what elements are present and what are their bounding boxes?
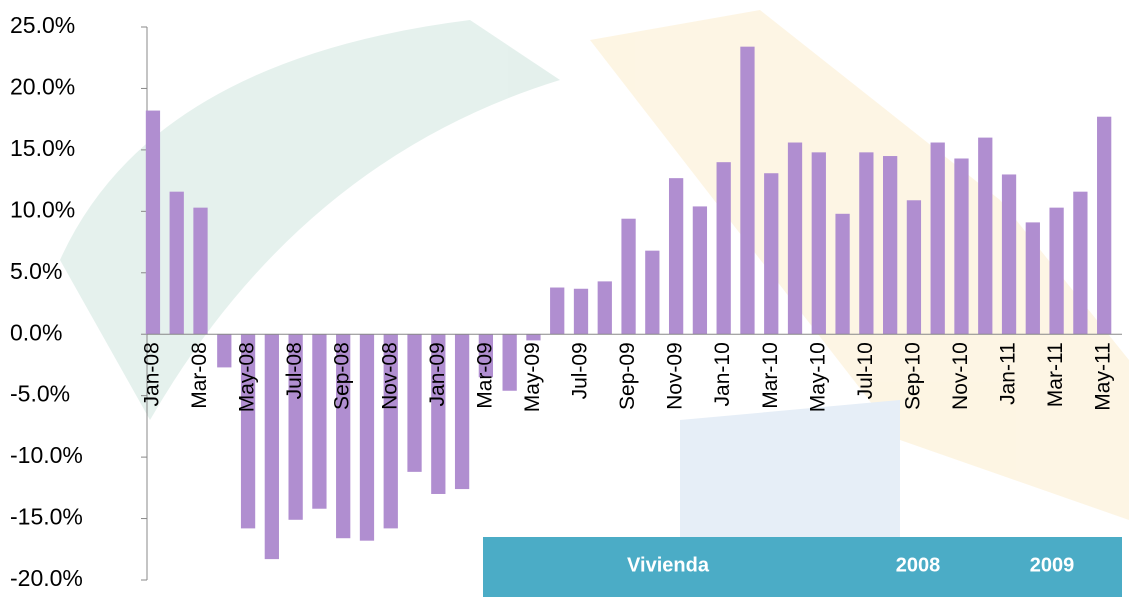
x-tick-label: May-11 <box>1092 342 1115 410</box>
x-tick-label: Jan-11 <box>997 342 1020 405</box>
x-tick-label: May-09 <box>521 342 544 412</box>
x-tick-label: May-10 <box>806 342 829 412</box>
bar <box>692 206 708 335</box>
x-tick-label: Jul-10 <box>854 342 877 399</box>
y-tick-label: 5.0% <box>10 258 62 284</box>
bar <box>764 173 779 335</box>
y-tick-label: -10.0% <box>10 442 83 468</box>
watermark <box>60 10 1129 597</box>
bar <box>930 142 945 335</box>
y-tick-label: 15.0% <box>10 135 75 161</box>
y-tick-label: 20.0% <box>10 74 75 100</box>
bar <box>859 152 874 335</box>
bar <box>1097 116 1112 335</box>
x-tick-label: Mar-08 <box>188 342 211 409</box>
x-tick-label: Sep-10 <box>901 342 924 410</box>
table-header <box>483 537 1122 597</box>
x-tick-label: Nov-08 <box>378 342 401 410</box>
x-tick-label: Jul-09 <box>569 342 592 399</box>
x-tick-label: Mar-11 <box>1044 342 1067 407</box>
bar <box>145 110 161 335</box>
y-tick-label: -15.0% <box>10 504 83 530</box>
table-header-cell: 2008 <box>896 554 941 576</box>
bar <box>526 334 541 341</box>
bar <box>550 287 565 335</box>
bar <box>1073 191 1088 335</box>
bar <box>597 281 612 335</box>
x-tick-label: Jan-09 <box>426 342 449 406</box>
bar <box>407 334 422 472</box>
x-tick-label: Nov-10 <box>949 342 972 410</box>
y-tick-label: 0.0% <box>10 319 62 345</box>
bar <box>1049 207 1064 335</box>
bar <box>312 334 327 509</box>
bar <box>1001 174 1017 335</box>
bar <box>336 334 351 539</box>
x-tick-label: Jan-08 <box>140 342 163 406</box>
bar <box>217 334 232 368</box>
x-tick-label: Mar-10 <box>759 342 782 409</box>
bar <box>811 152 826 335</box>
bar <box>787 142 803 335</box>
x-tick-label: Jul-08 <box>283 342 306 399</box>
bar <box>359 334 375 541</box>
table-header-cell: Vivienda <box>627 554 710 576</box>
table-header-cell: 2009 <box>1030 554 1075 576</box>
bar <box>478 334 494 378</box>
x-tick-label: Sep-09 <box>616 342 639 410</box>
bar <box>883 156 898 335</box>
y-tick-label: 10.0% <box>10 196 75 222</box>
x-tick-label: Jan-10 <box>711 342 734 406</box>
bar <box>573 288 589 335</box>
bar <box>502 334 517 391</box>
bar <box>383 334 398 529</box>
bar <box>454 334 470 490</box>
bar <box>978 137 993 335</box>
x-tick-label: Mar-09 <box>473 342 496 409</box>
y-tick-label: -20.0% <box>10 565 83 591</box>
x-tick-label: May-08 <box>236 342 259 412</box>
bar <box>621 218 636 335</box>
bar <box>431 334 446 494</box>
bar <box>740 46 755 335</box>
x-tick-label: Nov-09 <box>664 342 687 410</box>
y-tick-label: -5.0% <box>10 381 70 407</box>
bar <box>288 334 303 520</box>
bar <box>906 200 922 335</box>
bar <box>240 334 256 529</box>
x-tick-label: Sep-08 <box>331 342 354 410</box>
bar <box>716 162 731 335</box>
bar <box>954 158 969 335</box>
bar <box>264 334 279 560</box>
bar <box>668 178 684 335</box>
bar <box>169 191 184 335</box>
bar <box>1025 222 1040 335</box>
bar <box>645 250 660 335</box>
bar <box>835 213 850 335</box>
bar <box>193 207 208 335</box>
y-tick-label: 25.0% <box>10 12 75 38</box>
